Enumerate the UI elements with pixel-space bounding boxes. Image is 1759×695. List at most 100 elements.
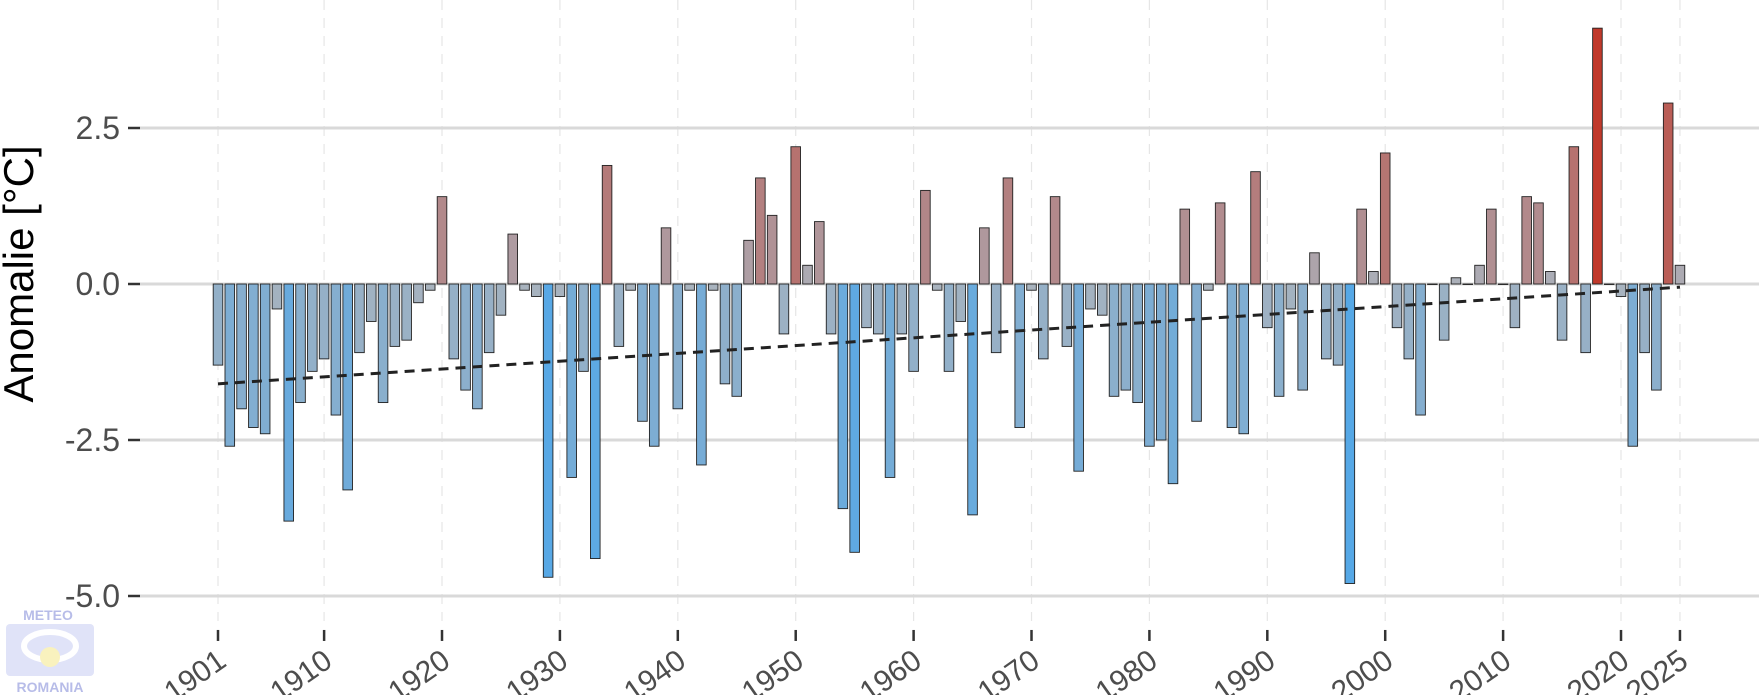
- bar-1936: [625, 283, 636, 291]
- bar-1912: [342, 283, 353, 491]
- bar-1920: [436, 196, 448, 285]
- bar-2008: [1474, 264, 1485, 285]
- bar-2002: [1403, 283, 1415, 360]
- x-tick-label: 1930: [500, 644, 574, 695]
- bar-1916: [389, 283, 401, 347]
- x-tick-label: 2010: [1444, 644, 1518, 695]
- bars: [212, 27, 1686, 584]
- x-tick-label: 1990: [1208, 644, 1282, 695]
- bar-1973: [1061, 283, 1073, 347]
- bar-1977: [1108, 283, 1120, 397]
- bar-1927: [519, 283, 530, 291]
- bar-1914: [366, 283, 377, 322]
- bar-1940: [672, 283, 684, 410]
- bar-2014: [1545, 271, 1556, 285]
- bar-1939: [660, 227, 672, 285]
- bar-1976: [1096, 283, 1108, 316]
- bar-1955: [849, 283, 860, 553]
- bar-1980: [1144, 283, 1155, 447]
- x-tick-label: 1910: [265, 644, 339, 695]
- bar-1908: [295, 283, 306, 404]
- bar-1998: [1356, 208, 1367, 285]
- bar-1911: [330, 283, 342, 416]
- bar-1950: [790, 146, 801, 285]
- bar-1942: [696, 283, 707, 466]
- bar-1910: [318, 283, 330, 360]
- bar-1929: [542, 283, 554, 578]
- bar-1935: [613, 283, 625, 347]
- bar-2017: [1580, 283, 1591, 354]
- bar-1995: [1321, 283, 1332, 360]
- x-tick-label: 1980: [1090, 644, 1164, 695]
- logo-text-top: METEO: [23, 607, 73, 623]
- bar-2024: [1662, 102, 1674, 285]
- bar-1982: [1167, 283, 1179, 485]
- bar-2011: [1509, 283, 1521, 329]
- bar-1981: [1155, 283, 1167, 441]
- bar-1952: [814, 221, 825, 285]
- bar-1921: [448, 283, 460, 360]
- bar-1972: [1049, 196, 1061, 285]
- bar-2003: [1415, 283, 1426, 416]
- bar-1953: [825, 283, 837, 335]
- bar-1934: [601, 164, 613, 285]
- axes: 2.5 0.0 -2.5 -5.0 1901 1910 1920 1930 1940 1950 19…: [65, 110, 1694, 695]
- bar-2000: [1379, 152, 1391, 285]
- bar-2021: [1627, 283, 1639, 447]
- bar-1930: [554, 283, 566, 297]
- bar-1974: [1073, 283, 1084, 472]
- bar-1997: [1344, 283, 1356, 584]
- y-tick-label: 2.5: [76, 110, 120, 146]
- bar-1971: [1038, 283, 1049, 360]
- bar-2015: [1556, 283, 1568, 341]
- y-tick-label: 0.0: [76, 266, 120, 302]
- bar-1906: [271, 283, 283, 310]
- bar-1958: [884, 283, 896, 478]
- bar-2018: [1592, 27, 1603, 285]
- bar-1928: [531, 283, 542, 297]
- bar-1945: [731, 283, 743, 397]
- x-tick-label: 2000: [1326, 644, 1400, 695]
- bar-1959: [896, 283, 908, 335]
- bar-2022: [1639, 283, 1650, 354]
- bar-1909: [307, 283, 318, 372]
- bar-1907: [283, 283, 294, 522]
- y-axis-label: Anomalie [°C]: [0, 145, 42, 402]
- bar-2019: [1603, 283, 1615, 285]
- bar-1917: [401, 283, 412, 341]
- bar-1960: [908, 283, 919, 372]
- bar-2013: [1533, 202, 1544, 285]
- bar-1901: [212, 283, 224, 366]
- bar-2005: [1438, 283, 1450, 341]
- bar-1923: [472, 283, 483, 410]
- bar-1983: [1179, 208, 1191, 285]
- bar-1985: [1203, 283, 1214, 291]
- bar-1903: [236, 283, 247, 410]
- bar-1924: [483, 283, 495, 354]
- bar-1937: [637, 283, 648, 422]
- logo-sun: [40, 647, 60, 667]
- bar-1922: [460, 283, 471, 391]
- bar-1946: [743, 239, 754, 285]
- bar-1944: [719, 283, 731, 385]
- bar-1962: [931, 283, 943, 291]
- bar-1948: [766, 214, 778, 285]
- bar-1986: [1214, 202, 1226, 285]
- bar-1926: [507, 233, 519, 285]
- y-tick-label: -5.0: [65, 578, 120, 614]
- bar-1967: [990, 283, 1002, 354]
- bar-1969: [1014, 283, 1025, 428]
- bar-1941: [684, 283, 695, 291]
- bar-2006: [1450, 277, 1462, 285]
- bar-1949: [778, 283, 790, 335]
- x-tick-label: 1901: [158, 644, 232, 695]
- bar-1954: [837, 283, 849, 510]
- bar-1988: [1238, 283, 1249, 435]
- bar-1978: [1120, 283, 1132, 391]
- bar-1999: [1368, 271, 1379, 285]
- bar-2012: [1521, 196, 1532, 285]
- bar-1938: [648, 283, 660, 447]
- bar-1989: [1250, 171, 1261, 285]
- bar-2010: [1497, 283, 1509, 285]
- bar-1993: [1297, 283, 1308, 391]
